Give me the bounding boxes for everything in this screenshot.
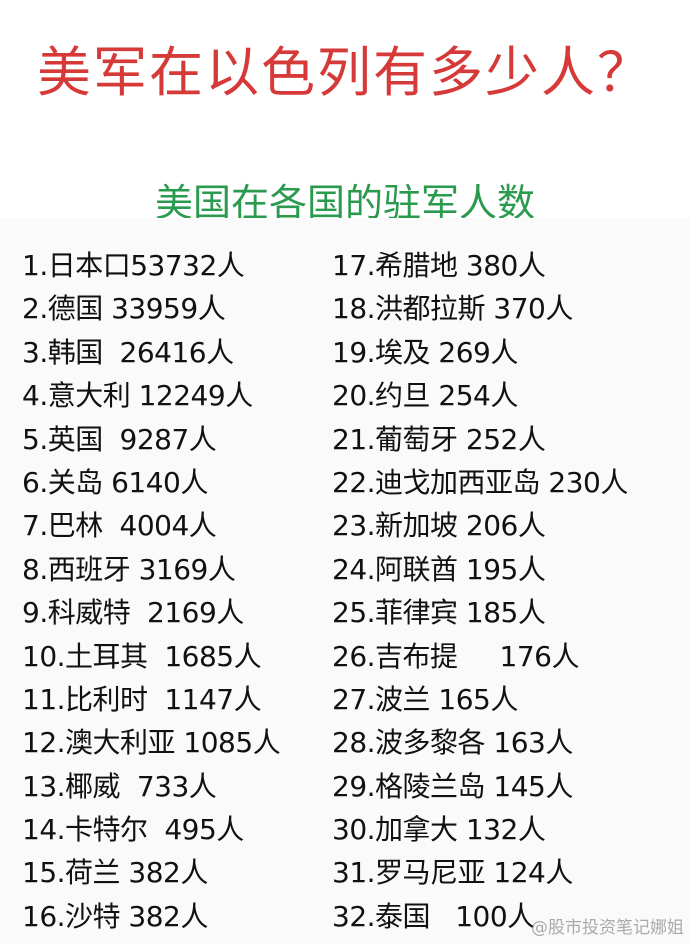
list-item: 8.西班牙 3169人 bbox=[22, 552, 236, 586]
list-item: 11.比利时 1147人 bbox=[22, 682, 262, 716]
list-item: 26.吉布提 176人 bbox=[332, 639, 579, 673]
list-item: 29.格陵兰岛 145人 bbox=[332, 769, 573, 803]
list-item: 1.日本口53732人 bbox=[22, 249, 245, 282]
watermark: @股市投资笔记娜姐 bbox=[531, 918, 684, 938]
list-item: 15.荷兰 382人 bbox=[22, 856, 208, 890]
list-item: 25.菲律宾 185人 bbox=[332, 596, 546, 630]
list-item: 31.罗马尼亚 124人 bbox=[332, 856, 573, 890]
page-subtitle: 美国在各国的驻军人数 bbox=[154, 181, 535, 225]
list-item: 16.沙特 382人 bbox=[22, 899, 208, 933]
list-item: 21.葡萄牙 252人 bbox=[332, 422, 546, 456]
page-title: 美军在以色列有多少人？ bbox=[37, 41, 653, 104]
list-item: 18.洪都拉斯 370人 bbox=[332, 292, 573, 326]
list-item: 19.埃及 269人 bbox=[332, 335, 518, 369]
list-panel bbox=[0, 218, 690, 944]
list-item: 9.科威特 2169人 bbox=[22, 596, 244, 630]
list-item: 17.希腊地 380人 bbox=[332, 249, 546, 282]
list-item: 24.阿联酋 195人 bbox=[332, 552, 546, 586]
list-item: 10.土耳其 1685人 bbox=[22, 639, 262, 673]
list-item: 22.迪戈加西亚岛 230人 bbox=[332, 465, 628, 499]
list-item: 6.关岛 6140人 bbox=[22, 465, 208, 499]
list-item: 32.泰国 100人 bbox=[332, 899, 535, 933]
list-item: 28.波多黎各 163人 bbox=[332, 726, 573, 760]
list-item: 23.新加坡 206人 bbox=[332, 509, 546, 543]
list-item: 13.椰威 733人 bbox=[22, 769, 217, 803]
list-item: 4.意大利 12249人 bbox=[22, 379, 253, 413]
list-item: 30.加拿大 132人 bbox=[332, 813, 546, 847]
list-item: 5.英国 9287人 bbox=[22, 422, 217, 456]
list-item: 3.韩国 26416人 bbox=[22, 335, 234, 369]
list-item: 14.卡特尔 495人 bbox=[22, 813, 244, 847]
right-column-list: 17.希腊地 380人 18.洪都拉斯 370人 19.埃及 269人 20.约… bbox=[332, 244, 628, 938]
list-item: 20.约旦 254人 bbox=[332, 379, 518, 413]
list-item: 2.德国 33959人 bbox=[22, 292, 226, 326]
left-column-list: 1.日本口53732人 2.德国 33959人 3.韩国 26416人 4.意大… bbox=[22, 244, 281, 938]
list-item: 27.波兰 165人 bbox=[332, 682, 518, 716]
list-item: 7.巴林 4004人 bbox=[22, 509, 217, 543]
list-item: 12.澳大利亚 1085人 bbox=[22, 726, 281, 760]
